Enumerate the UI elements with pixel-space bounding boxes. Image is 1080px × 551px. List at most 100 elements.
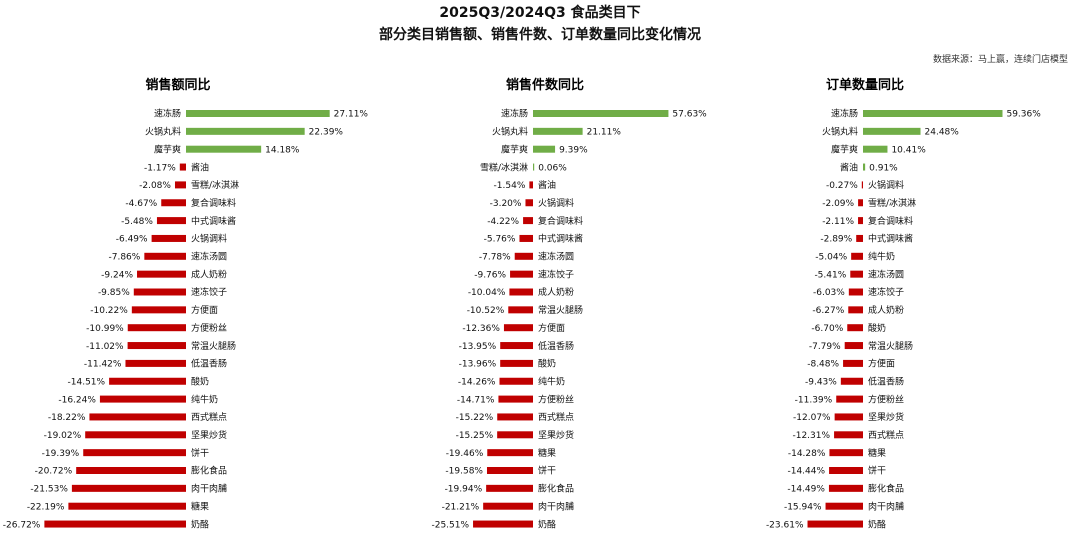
bar: [851, 252, 863, 260]
bar: [834, 431, 863, 439]
bar: [83, 449, 186, 457]
data-label: -2.08%: [139, 181, 171, 191]
data-label: -7.86%: [108, 253, 140, 263]
bar: [834, 413, 863, 421]
category-label: 纯牛奶: [868, 251, 895, 263]
category-label: 方便粉丝: [191, 322, 227, 334]
bar: [144, 252, 186, 260]
data-label: -13.96%: [459, 360, 497, 370]
panel-title: 销售额同比: [145, 77, 210, 93]
category-label: 西式糕点: [191, 411, 227, 423]
bar: [843, 359, 863, 367]
data-label: -14.71%: [457, 395, 495, 405]
category-label: 坚果炒货: [191, 429, 227, 441]
category-label: 糖果: [191, 500, 209, 512]
data-label: 10.41%: [891, 145, 926, 155]
data-label: -20.72%: [35, 467, 73, 477]
bar: [186, 127, 305, 135]
bar: [497, 431, 533, 439]
data-label: 0.91%: [869, 163, 898, 173]
data-label: -8.48%: [807, 360, 839, 370]
data-label: -7.79%: [809, 342, 841, 352]
category-label: 膨化食品: [538, 483, 574, 495]
bar: [500, 359, 533, 367]
bar: [500, 342, 533, 350]
category-label: 方便面: [868, 358, 895, 370]
data-label: 0.06%: [538, 163, 567, 173]
data-label: -10.99%: [86, 324, 124, 334]
data-label: 59.36%: [1006, 110, 1041, 120]
bar: [863, 145, 888, 153]
category-label: 奶酪: [538, 518, 556, 530]
bar: [125, 359, 186, 367]
chart-title: 2025Q3/2024Q3 食品类目下: [439, 5, 641, 21]
data-label: -19.39%: [42, 449, 80, 459]
bar: [127, 324, 186, 332]
data-label: -12.07%: [793, 413, 831, 423]
bar: [76, 467, 186, 474]
bar: [174, 181, 186, 189]
bar: [523, 217, 533, 225]
category-label: 火锅调料: [191, 233, 227, 245]
bar: [498, 395, 533, 403]
data-label: 24.48%: [925, 128, 960, 138]
bar: [533, 127, 583, 135]
category-label: 火锅调料: [538, 197, 574, 209]
bar: [825, 502, 863, 510]
data-label: -3.20%: [490, 199, 522, 209]
bar: [156, 217, 186, 225]
data-label: -12.31%: [792, 431, 830, 441]
category-label: 速冻肠: [831, 108, 858, 120]
category-label: 膨化食品: [868, 483, 904, 495]
bar: [497, 413, 533, 421]
category-label: 低温香肠: [868, 375, 904, 387]
bar: [863, 127, 921, 135]
category-label: 酸奶: [868, 322, 886, 334]
bar: [840, 377, 863, 385]
bar: [131, 306, 186, 314]
category-label: 饼干: [868, 465, 886, 477]
category-label: 肉干肉脯: [538, 500, 574, 512]
category-label: 魔芋爽: [831, 143, 858, 155]
data-label: 27.11%: [334, 110, 369, 120]
data-label: -6.49%: [116, 235, 148, 245]
data-label: 9.39%: [559, 145, 588, 155]
bar: [858, 199, 863, 207]
bar: [508, 306, 533, 314]
category-label: 速冻汤圆: [868, 268, 904, 280]
data-label: -7.78%: [479, 253, 511, 263]
bar: [486, 467, 533, 474]
data-label: -21.21%: [442, 502, 480, 512]
bar: [829, 449, 863, 457]
bar: [861, 181, 863, 189]
bar: [847, 324, 863, 332]
category-label: 速冻汤圆: [538, 251, 574, 263]
category-label: 成人奶粉: [191, 268, 227, 280]
category-label: 成人奶粉: [868, 304, 904, 316]
bar: [836, 395, 863, 403]
category-label: 复合调味料: [538, 215, 583, 227]
bar: [856, 234, 863, 242]
category-label: 酱油: [538, 179, 556, 191]
data-label: -9.24%: [101, 270, 133, 280]
bar: [848, 288, 863, 296]
panel-title: 销售件数同比: [506, 77, 584, 93]
data-label: -14.49%: [787, 485, 825, 495]
data-label: -10.22%: [90, 306, 128, 316]
category-label: 速冻肠: [501, 108, 528, 120]
panel-title: 订单数量同比: [826, 77, 904, 93]
data-label: -2.09%: [822, 199, 854, 209]
data-label: -1.54%: [494, 181, 526, 191]
bar: [137, 270, 186, 278]
data-label: -16.24%: [58, 395, 96, 405]
category-label: 坚果炒货: [868, 411, 904, 423]
category-label: 酱油: [840, 161, 858, 173]
data-label: -5.04%: [815, 253, 847, 263]
bar: [473, 520, 533, 528]
data-label: -10.52%: [467, 306, 505, 316]
category-label: 速冻汤圆: [191, 251, 227, 263]
bar: [509, 288, 533, 296]
bar: [828, 484, 863, 492]
data-label: -19.94%: [445, 485, 483, 495]
category-label: 方便面: [191, 304, 218, 316]
